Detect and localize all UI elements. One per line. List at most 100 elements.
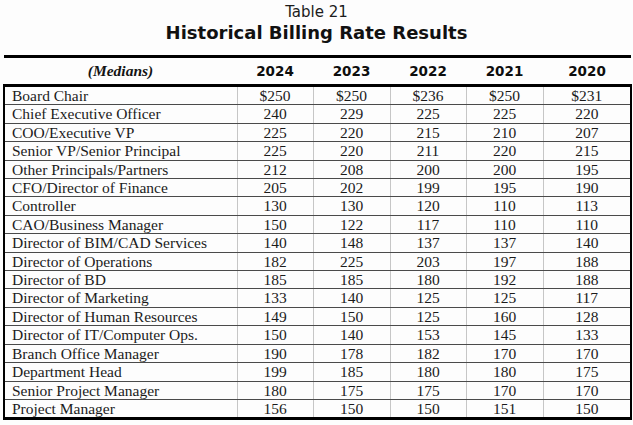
page-title: Historical Billing Rate Results (0, 22, 633, 43)
year-header-2024: 2024 (237, 57, 313, 86)
table-row: Senior Project Manager180175175170170 (4, 381, 631, 399)
rate-value: 125 (466, 289, 543, 307)
rate-value: 140 (543, 234, 631, 252)
rate-value: 180 (390, 363, 466, 381)
rate-value: 203 (390, 252, 466, 270)
rate-value: 195 (466, 179, 543, 197)
position-label: Board Chair (4, 86, 237, 105)
rate-value: 215 (543, 142, 631, 160)
position-label: Director of Marketing (4, 289, 237, 307)
table-row: CFO/Director of Finance205202199195190 (4, 179, 631, 197)
position-label: Project Manager (4, 399, 237, 418)
rate-value: 185 (313, 271, 390, 289)
table-caption: Table 21 (0, 3, 633, 22)
rate-value: 220 (543, 105, 631, 123)
table-row: COO/Executive VP225220215210207 (4, 123, 631, 141)
rate-value: 140 (313, 289, 390, 307)
position-label: Other Principals/Partners (4, 160, 237, 178)
table-row: Director of Human Resources1491501251601… (4, 307, 631, 325)
rate-value: 150 (313, 399, 390, 418)
rate-value: 182 (390, 344, 466, 362)
rate-value: 225 (237, 123, 313, 141)
rate-value: 125 (390, 289, 466, 307)
rate-value: 175 (543, 363, 631, 381)
rate-value: 145 (466, 326, 543, 344)
rate-value: 117 (543, 289, 631, 307)
position-label: Senior Project Manager (4, 381, 237, 399)
rate-value: 137 (466, 234, 543, 252)
table-header-row: (Medians) 2024 2023 2022 2021 2020 (4, 57, 631, 86)
rate-value: 140 (313, 326, 390, 344)
rate-value: 200 (466, 160, 543, 178)
rate-value: 170 (543, 344, 631, 362)
rate-value: 175 (390, 381, 466, 399)
rate-value: 180 (390, 271, 466, 289)
rate-value: 225 (313, 252, 390, 270)
position-label: Director of Operations (4, 252, 237, 270)
position-label: Department Head (4, 363, 237, 381)
rate-value: 211 (390, 142, 466, 160)
rate-value: 120 (390, 197, 466, 215)
table-row: Board Chair$250$250$236$250$231 (4, 86, 631, 105)
rate-value: 220 (313, 123, 390, 141)
table-row: Controller130130120110113 (4, 197, 631, 215)
table-row: CAO/Business Manager150122117110110 (4, 215, 631, 233)
rate-value: 208 (313, 160, 390, 178)
rate-value: $250 (466, 86, 543, 105)
rate-value: 170 (543, 381, 631, 399)
rate-value: 199 (390, 179, 466, 197)
rate-value: 156 (237, 399, 313, 418)
rate-value: 150 (313, 307, 390, 325)
rate-value: 110 (543, 215, 631, 233)
rate-value: 199 (237, 363, 313, 381)
rate-value: 130 (313, 197, 390, 215)
rate-value: 207 (543, 123, 631, 141)
position-label: Director of Human Resources (4, 307, 237, 325)
rate-value: 220 (313, 142, 390, 160)
rate-value: 150 (390, 399, 466, 418)
position-label: Director of IT/Computer Ops. (4, 326, 237, 344)
rate-value: 225 (466, 105, 543, 123)
table-row: Project Manager156150150151150 (4, 399, 631, 418)
rate-value: 128 (543, 307, 631, 325)
rate-value: 140 (237, 234, 313, 252)
rate-value: 149 (237, 307, 313, 325)
position-label: Chief Executive Officer (4, 105, 237, 123)
rate-value: 133 (543, 326, 631, 344)
rate-value: 170 (466, 381, 543, 399)
rate-value: 185 (237, 271, 313, 289)
table-row: Chief Executive Officer240229225225220 (4, 105, 631, 123)
rate-value: 175 (313, 381, 390, 399)
table-row: Branch Office Manager190178182170170 (4, 344, 631, 362)
year-header-2022: 2022 (390, 57, 466, 86)
rate-value: 125 (390, 307, 466, 325)
table-row: Director of BD185185180192188 (4, 271, 631, 289)
position-label: COO/Executive VP (4, 123, 237, 141)
table-body: Board Chair$250$250$236$250$231Chief Exe… (4, 86, 631, 419)
table-row: Director of Marketing133140125125117 (4, 289, 631, 307)
year-header-2023: 2023 (313, 57, 390, 86)
rate-value: 210 (466, 123, 543, 141)
rate-value: 170 (466, 344, 543, 362)
rate-value: 240 (237, 105, 313, 123)
rate-value: 212 (237, 160, 313, 178)
table-row: Other Principals/Partners212208200200195 (4, 160, 631, 178)
title-block: Table 21 Historical Billing Rate Results (0, 0, 633, 43)
rate-value: 225 (390, 105, 466, 123)
rate-value: 122 (313, 215, 390, 233)
position-label: Senior VP/Senior Principal (4, 142, 237, 160)
rate-value: 150 (237, 215, 313, 233)
rate-value: 153 (390, 326, 466, 344)
table-row: Director of Operations182225203197188 (4, 252, 631, 270)
position-label: Director of BIM/CAD Services (4, 234, 237, 252)
position-label: CAO/Business Manager (4, 215, 237, 233)
rate-value: 182 (237, 252, 313, 270)
rate-value: 202 (313, 179, 390, 197)
rate-value: 229 (313, 105, 390, 123)
rate-value: 160 (466, 307, 543, 325)
position-label: Director of BD (4, 271, 237, 289)
rate-value: 200 (390, 160, 466, 178)
rate-value: 148 (313, 234, 390, 252)
year-header-2020: 2020 (543, 57, 631, 86)
rate-value: 225 (237, 142, 313, 160)
